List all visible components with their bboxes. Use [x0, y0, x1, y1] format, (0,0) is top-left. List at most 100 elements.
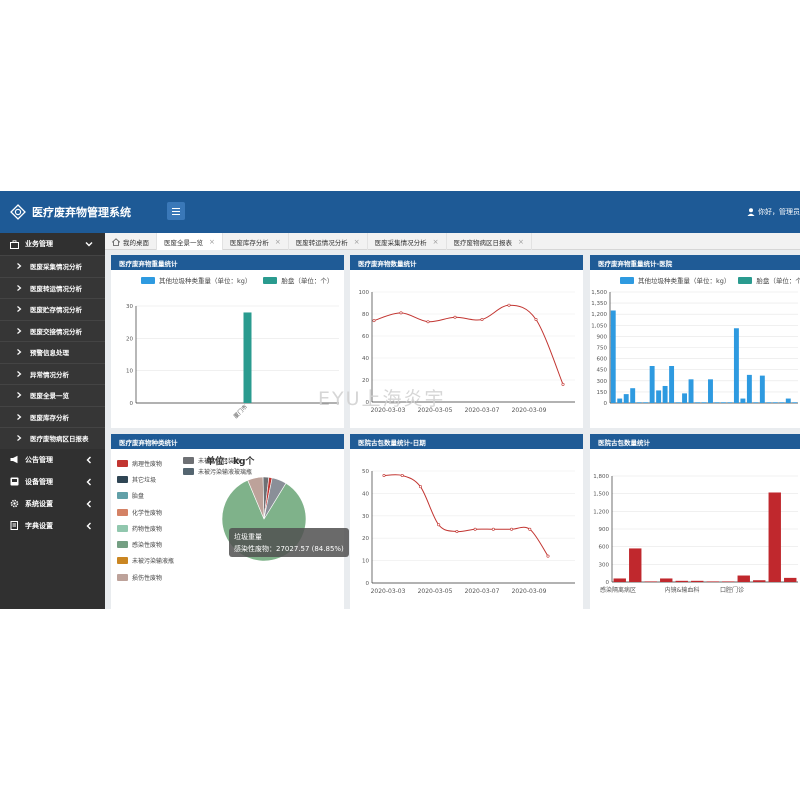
bar: [644, 581, 657, 582]
chevron-right-icon: [17, 392, 22, 399]
legend-item[interactable]: 未被污染包装物: [183, 455, 252, 466]
bar: [656, 390, 662, 403]
bar: [768, 492, 781, 582]
chart-legend[interactable]: 其他垃圾种类重量（单位：kg） 胎盘（单位：个）: [141, 275, 333, 285]
sidebar-item-exception-analysis[interactable]: 异常情况分析: [0, 362, 105, 384]
chevron-right-icon: [17, 370, 22, 377]
panel-title: 医疗废弃物数量统计: [350, 255, 583, 270]
chevron-left-icon: [86, 500, 91, 507]
chevron-right-icon: [17, 435, 22, 442]
data-point: [510, 527, 514, 531]
close-icon[interactable]: ×: [432, 237, 439, 246]
chevron-right-icon: [17, 327, 22, 334]
y-tick-label: 10: [126, 369, 133, 375]
tab-collection-analysis[interactable]: 医废采集情况分析 ×: [368, 233, 447, 250]
data-point: [418, 485, 422, 489]
data-point: [399, 311, 403, 315]
legend-swatch-teal: [263, 276, 278, 284]
sidebar-item-ward-daily-report[interactable]: 医疗废物病区日报表: [0, 427, 105, 449]
bar: [740, 398, 746, 403]
close-icon[interactable]: ×: [274, 237, 281, 246]
sidebar-item-collection-analysis[interactable]: 医废采集情况分析: [0, 255, 105, 277]
y-tick-label: 600: [597, 357, 608, 363]
user-icon: [747, 208, 755, 216]
tab-label: 我的桌面: [123, 238, 149, 247]
legend-item[interactable]: 未被污染输液瓶: [117, 553, 174, 569]
panel-hospital-weight-stats: 医疗废弃物重量统计-医院 其他垃圾种类重量（单位：kg） 胎盘（单位：个） 0 1…: [590, 255, 800, 428]
bar: [675, 580, 688, 582]
close-icon[interactable]: ×: [209, 237, 215, 246]
y-tick-label: 900: [599, 527, 610, 533]
sidebar-group-announcement[interactable]: 公告管理: [0, 449, 105, 471]
sidebar-item-overview[interactable]: 医废全景一览: [0, 384, 105, 406]
sidebar-item-handover-analysis[interactable]: 医废交接情况分析: [0, 319, 105, 341]
sidebar-group-device[interactable]: 设备管理: [0, 471, 105, 493]
user-menu[interactable]: 你好，管理员: [747, 207, 800, 217]
series-line: [373, 304, 564, 385]
x-tick-label: 内镜&输血科: [665, 586, 700, 594]
pie-legend-column-2[interactable]: 未被污染包装物 未被污染输液玻璃瓶: [183, 455, 252, 477]
y-tick-label: 1,500: [593, 492, 609, 498]
legend-item[interactable]: 药物性废物: [117, 520, 174, 536]
bar: [753, 580, 766, 582]
bar: [779, 402, 785, 403]
close-icon[interactable]: ×: [353, 237, 360, 246]
pie-legend[interactable]: 病理性废物 其它垃圾 胎盘 化学性废物 药物性废物 感染性废物 未被污染输液瓶 …: [117, 455, 174, 585]
sidebar-item-transport-analysis[interactable]: 医废转运情况分析: [0, 276, 105, 298]
legend-item[interactable]: 化学性废物: [117, 504, 174, 520]
tab-inventory-analysis[interactable]: 医废库存分析 ×: [223, 233, 289, 250]
legend-item[interactable]: 未被污染输液玻璃瓶: [183, 466, 252, 477]
data-point: [426, 320, 430, 324]
x-tick-label: 2020-03-05: [418, 407, 453, 414]
app-title: 医疗废弃物管理系统: [32, 206, 131, 219]
legend-item[interactable]: 其它垃圾: [117, 471, 174, 487]
chevron-left-icon: [86, 478, 91, 485]
app-window: 医疗废弃物管理系统 你好，管理员 业务管理 医废采集情况分析 医废转运情况分析: [0, 191, 800, 609]
panel-title: 医疗废弃物重量统计: [111, 255, 344, 270]
y-tick-label: 40: [362, 356, 369, 362]
chevron-right-icon: [17, 284, 22, 291]
tab-my-desktop[interactable]: 我的桌面: [105, 233, 157, 250]
tab-overview[interactable]: 医废全景一览 ×: [157, 233, 223, 250]
legend-item[interactable]: 病理性废物: [117, 455, 174, 471]
sidebar-item-warning-handling[interactable]: 预警信息处理: [0, 341, 105, 363]
tab-label: 医疗废物病区日报表: [453, 238, 513, 247]
bar: [695, 402, 700, 403]
y-tick-label: 50: [362, 469, 369, 475]
y-tick-label: 0: [366, 400, 370, 406]
bar-chart-hospital-weight: 0 150 300 450 600 750 900 1,050 1,200 1,350 1,500: [591, 290, 798, 407]
tab-transport-analysis[interactable]: 医废转运情况分析 ×: [289, 233, 368, 250]
close-icon[interactable]: ×: [518, 237, 524, 246]
data-point: [507, 303, 511, 307]
legend-item[interactable]: 感染性废物: [117, 536, 174, 552]
y-tick-label: 450: [597, 368, 608, 374]
bar: [643, 402, 649, 403]
x-tick-label: 2020-03-07: [465, 407, 500, 414]
menu-toggle-button[interactable]: [167, 202, 185, 220]
sidebar-group-dictionary[interactable]: 字典设置: [0, 515, 105, 537]
bar: [617, 398, 623, 403]
chevron-right-icon: [17, 413, 22, 420]
line-chart-count: 0 20 40 60 80 100 2020-03-03 2020-03-05 2020-03-…: [359, 290, 575, 414]
panel-title: 医疗废弃物重量统计-医院: [590, 255, 800, 270]
sidebar-group-system-settings[interactable]: 系统设置: [0, 493, 105, 515]
sidebar-item-storage-analysis[interactable]: 医废贮存情况分析: [0, 298, 105, 320]
sidebar-group-business[interactable]: 业务管理: [0, 233, 105, 255]
x-tick-label: 2020-03-09: [512, 588, 547, 595]
bar: [785, 398, 791, 403]
data-point: [437, 523, 441, 527]
chart-legend[interactable]: 其他垃圾种类重量（单位：kg） 胎盘（单位：个）: [620, 275, 800, 285]
sidebar-item-label: 预警信息处理: [30, 349, 69, 358]
bar: [629, 548, 642, 582]
y-tick-label: 1,800: [593, 474, 609, 480]
y-tick-label: 150: [597, 390, 608, 396]
legend-item[interactable]: 损伤性废物: [117, 569, 174, 585]
chevron-right-icon: [17, 306, 22, 313]
legend-item[interactable]: 胎盘: [117, 488, 174, 504]
tab-label: 医废库存分析: [229, 238, 269, 247]
panel-title: 医疗废弃物种类统计: [111, 434, 344, 449]
tab-ward-daily-report[interactable]: 医疗废物病区日报表 ×: [447, 233, 532, 250]
y-tick-label: 60: [362, 334, 369, 340]
sidebar-item-inventory-analysis[interactable]: 医废库存分析: [0, 405, 105, 427]
tooltip-title: 垃圾重量: [234, 533, 262, 541]
